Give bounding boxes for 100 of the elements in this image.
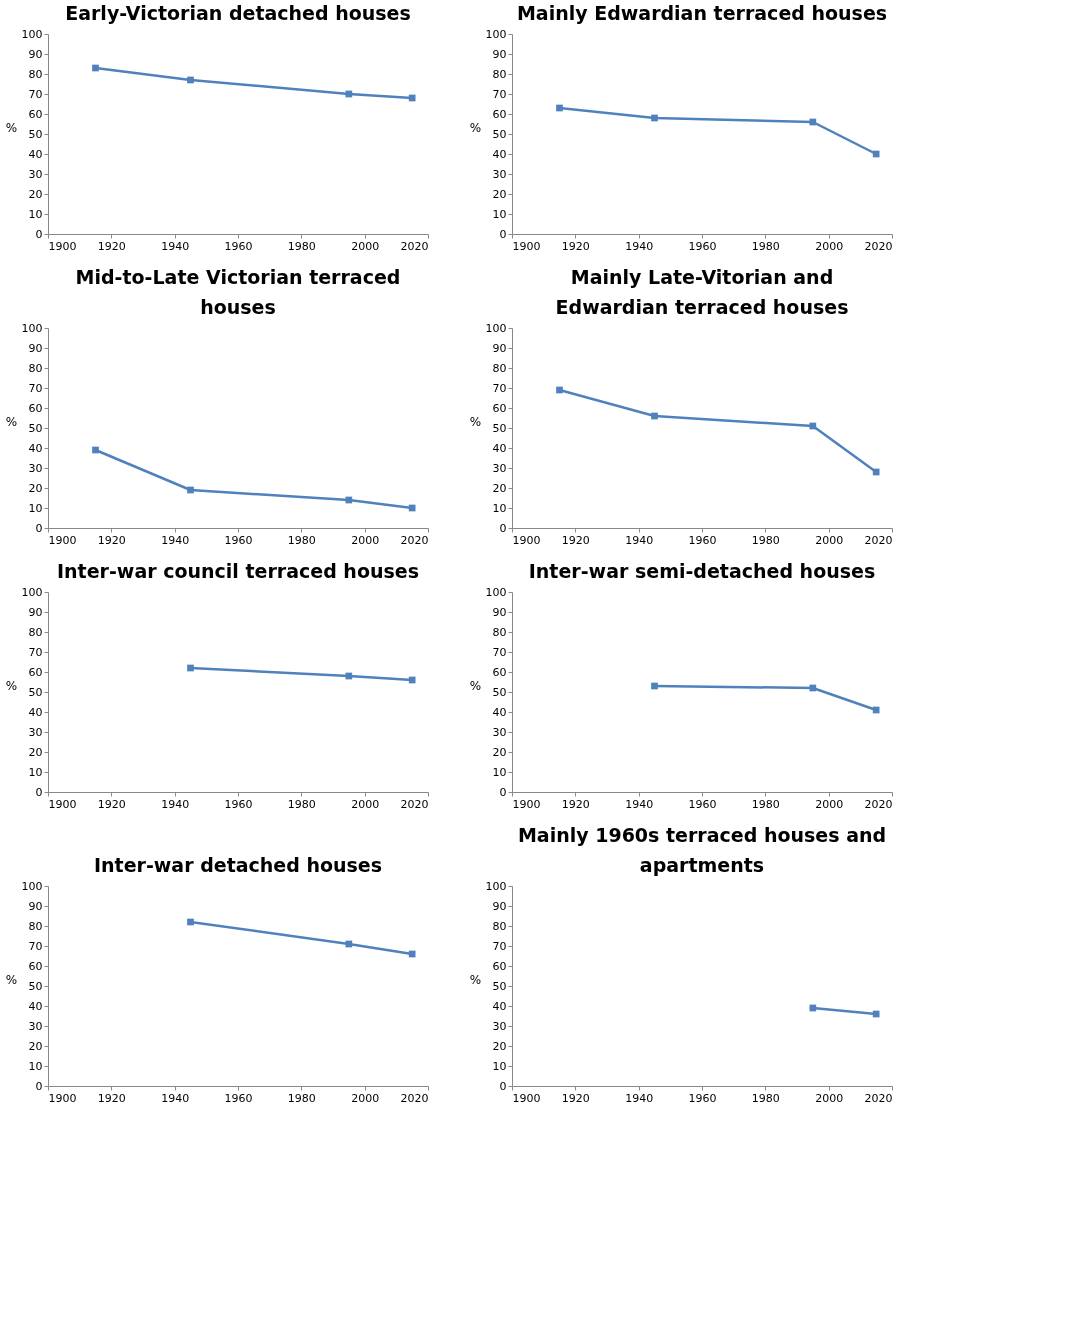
x-tick-label: 1980 xyxy=(751,797,780,811)
x-tick-label: 1940 xyxy=(625,239,654,253)
x-tick-label: 1980 xyxy=(751,533,780,547)
y-tick-label: 80 xyxy=(28,625,43,639)
y-tick-label: 90 xyxy=(492,899,507,913)
y-tick-label: 40 xyxy=(492,999,507,1013)
y-tick-label: 40 xyxy=(28,999,43,1013)
y-tick-label: 50 xyxy=(28,979,43,993)
y-axis-title: % xyxy=(5,414,18,429)
x-tick-label: 1960 xyxy=(224,797,253,811)
x-tick-label: 1960 xyxy=(224,239,253,253)
y-tick-label: 90 xyxy=(28,605,43,619)
x-tick-label: 1900 xyxy=(512,239,541,253)
y-tick-label: 30 xyxy=(492,167,507,181)
x-tick-label: 1940 xyxy=(161,533,190,547)
chart-title: Inter-war semi-detached houses xyxy=(528,560,876,582)
y-tick-label: 30 xyxy=(28,1019,43,1033)
x-tick-label: 2000 xyxy=(815,533,844,547)
y-axis-title: % xyxy=(5,120,18,135)
x-tick-label: 2020 xyxy=(400,239,429,253)
x-tick-label: 1940 xyxy=(625,1091,654,1105)
x-tick-label: 1940 xyxy=(625,533,654,547)
y-tick-label: 0 xyxy=(35,521,43,535)
x-tick-label: 1900 xyxy=(48,533,77,547)
x-tick-label: 1920 xyxy=(97,1091,126,1105)
y-tick-label: 10 xyxy=(28,1059,43,1073)
x-tick-label: 1920 xyxy=(561,1091,590,1105)
y-tick-label: 90 xyxy=(492,605,507,619)
x-tick-label: 1940 xyxy=(161,1091,190,1105)
y-tick-label: 70 xyxy=(28,381,43,395)
y-tick-label: 0 xyxy=(499,227,507,241)
y-tick-label: 30 xyxy=(492,1019,507,1033)
y-tick-label: 90 xyxy=(28,47,43,61)
y-tick-label: 60 xyxy=(492,959,507,973)
y-tick-label: 70 xyxy=(28,645,43,659)
y-tick-label: 70 xyxy=(492,939,507,953)
y-tick-label: 90 xyxy=(28,899,43,913)
x-tick-label: 1960 xyxy=(688,239,717,253)
y-tick-label: 20 xyxy=(28,187,43,201)
x-tick-label: 2020 xyxy=(400,533,429,547)
y-tick-label: 70 xyxy=(28,87,43,101)
y-tick-label: 30 xyxy=(28,167,43,181)
y-axis-title: % xyxy=(469,414,482,429)
x-tick-label: 2000 xyxy=(815,1091,844,1105)
x-tick-label: 1980 xyxy=(287,533,316,547)
y-tick-label: 70 xyxy=(492,381,507,395)
y-tick-label: 70 xyxy=(492,645,507,659)
chart-title: Mainly Late-Vitorian and Edwardian terraced houses xyxy=(555,266,849,318)
chart-title: Inter-war council terraced houses xyxy=(57,560,419,582)
y-tick-label: 50 xyxy=(492,685,507,699)
y-tick-label: 30 xyxy=(492,461,507,475)
y-tick-label: 50 xyxy=(492,979,507,993)
y-tick-label: 70 xyxy=(28,939,43,953)
y-axis-title: % xyxy=(5,678,18,693)
y-tick-label: 10 xyxy=(28,501,43,515)
y-tick-label: 100 xyxy=(21,27,43,41)
y-tick-label: 60 xyxy=(492,401,507,415)
y-tick-label: 60 xyxy=(492,107,507,121)
y-tick-label: 60 xyxy=(28,959,43,973)
y-tick-label: 0 xyxy=(35,227,43,241)
y-tick-label: 100 xyxy=(485,321,507,335)
y-tick-label: 10 xyxy=(492,207,507,221)
y-tick-label: 30 xyxy=(28,725,43,739)
y-axis-title: % xyxy=(469,972,482,987)
chart-title: Early-Victorian detached houses xyxy=(65,2,411,24)
y-tick-label: 80 xyxy=(492,67,507,81)
y-tick-label: 10 xyxy=(492,1059,507,1073)
chart-title: Mainly 1960s terraced houses and apartments xyxy=(517,824,887,876)
y-axis-title: % xyxy=(469,678,482,693)
y-tick-label: 20 xyxy=(28,481,43,495)
y-tick-label: 90 xyxy=(492,47,507,61)
y-tick-label: 40 xyxy=(28,147,43,161)
x-tick-label: 1960 xyxy=(688,1091,717,1105)
x-tick-label: 1900 xyxy=(512,533,541,547)
y-tick-label: 40 xyxy=(492,147,507,161)
x-tick-label: 2020 xyxy=(864,533,893,547)
x-tick-label: 1920 xyxy=(561,239,590,253)
y-tick-label: 0 xyxy=(499,521,507,535)
x-tick-label: 1940 xyxy=(161,239,190,253)
x-tick-label: 1900 xyxy=(512,1091,541,1105)
y-tick-label: 50 xyxy=(28,127,43,141)
y-tick-label: 10 xyxy=(28,207,43,221)
y-tick-label: 80 xyxy=(492,625,507,639)
y-tick-label: 10 xyxy=(492,501,507,515)
chart-title: Inter-war detached houses xyxy=(93,854,383,876)
x-tick-label: 2020 xyxy=(864,1091,893,1105)
x-tick-label: 1980 xyxy=(287,797,316,811)
y-tick-label: 20 xyxy=(28,745,43,759)
y-tick-label: 100 xyxy=(485,27,507,41)
y-tick-label: 10 xyxy=(28,765,43,779)
y-tick-label: 0 xyxy=(35,1079,43,1093)
x-tick-label: 1960 xyxy=(688,533,717,547)
y-tick-label: 0 xyxy=(35,785,43,799)
x-tick-label: 1900 xyxy=(512,797,541,811)
y-tick-label: 50 xyxy=(28,685,43,699)
x-tick-label: 1960 xyxy=(224,533,253,547)
y-tick-label: 100 xyxy=(485,879,507,893)
x-tick-label: 1920 xyxy=(97,533,126,547)
y-tick-label: 0 xyxy=(499,1079,507,1093)
y-tick-label: 30 xyxy=(28,461,43,475)
